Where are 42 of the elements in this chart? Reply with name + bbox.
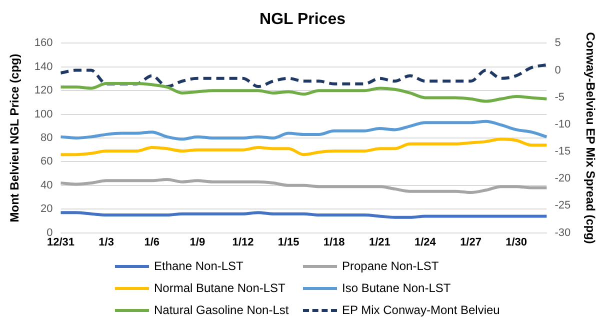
y-tick-label: 160 — [34, 37, 53, 50]
legend-label: Natural Gasoline Non-Lst — [154, 303, 289, 317]
legend-label: Normal Butane Non-LST — [154, 281, 286, 295]
y2-tick-label: -5 — [554, 91, 564, 104]
y2-tick-label: 5 — [554, 37, 561, 50]
y-tick-label: 0 — [46, 226, 53, 239]
y-tick-label: 80 — [40, 132, 53, 144]
chart-title: NGL Prices — [260, 11, 346, 28]
legend-label: EP Mix Conway-Mont Belvieu — [342, 303, 500, 317]
x-tick-label: 1/21 — [368, 236, 390, 248]
x-tick-label: 1/30 — [506, 236, 528, 248]
x-tick-label: 1/3 — [98, 236, 114, 248]
x-tick-label: 1/15 — [278, 236, 300, 248]
legend-label: Propane Non-LST — [342, 259, 439, 273]
x-tick-label: 1/6 — [144, 236, 160, 248]
y-tick-label: 140 — [34, 60, 53, 73]
y2-tick-label: -10 — [554, 118, 571, 130]
x-tick-label: 12/31 — [46, 236, 75, 248]
line-series — [59, 178, 548, 194]
line-series — [59, 138, 548, 156]
y2-tick-label: -15 — [554, 146, 571, 158]
line-series — [59, 82, 548, 103]
line-series — [59, 120, 548, 141]
y2-tick-label: 0 — [554, 64, 561, 76]
legend-label: Ethane Non-LST — [154, 259, 244, 273]
y-tick-label: 40 — [40, 179, 53, 192]
y2-axis-title: Conway-Belvieu EP Mix Spread (cpg) — [583, 32, 598, 244]
x-tick-label: 1/18 — [323, 236, 345, 248]
x-tick-label: 1/12 — [232, 236, 254, 248]
legend-label: Iso Butane Non-LST — [342, 281, 451, 295]
y-axis-title: Mont Belvieu NGL Price (cpg) — [8, 54, 22, 222]
x-tick-label: 1/9 — [190, 236, 206, 248]
y2-tick-label: -20 — [554, 172, 571, 185]
line-series — [59, 63, 548, 88]
y2-tick-label: -30 — [554, 226, 571, 239]
x-tick-label: 1/27 — [460, 236, 482, 248]
y-tick-label: 120 — [34, 84, 53, 97]
y-tick-label: 60 — [40, 156, 53, 168]
y-tick-label: 20 — [40, 203, 53, 216]
x-tick-label: 1/24 — [414, 236, 437, 248]
y2-tick-label: -25 — [554, 200, 571, 212]
y-tick-label: 100 — [34, 108, 53, 120]
